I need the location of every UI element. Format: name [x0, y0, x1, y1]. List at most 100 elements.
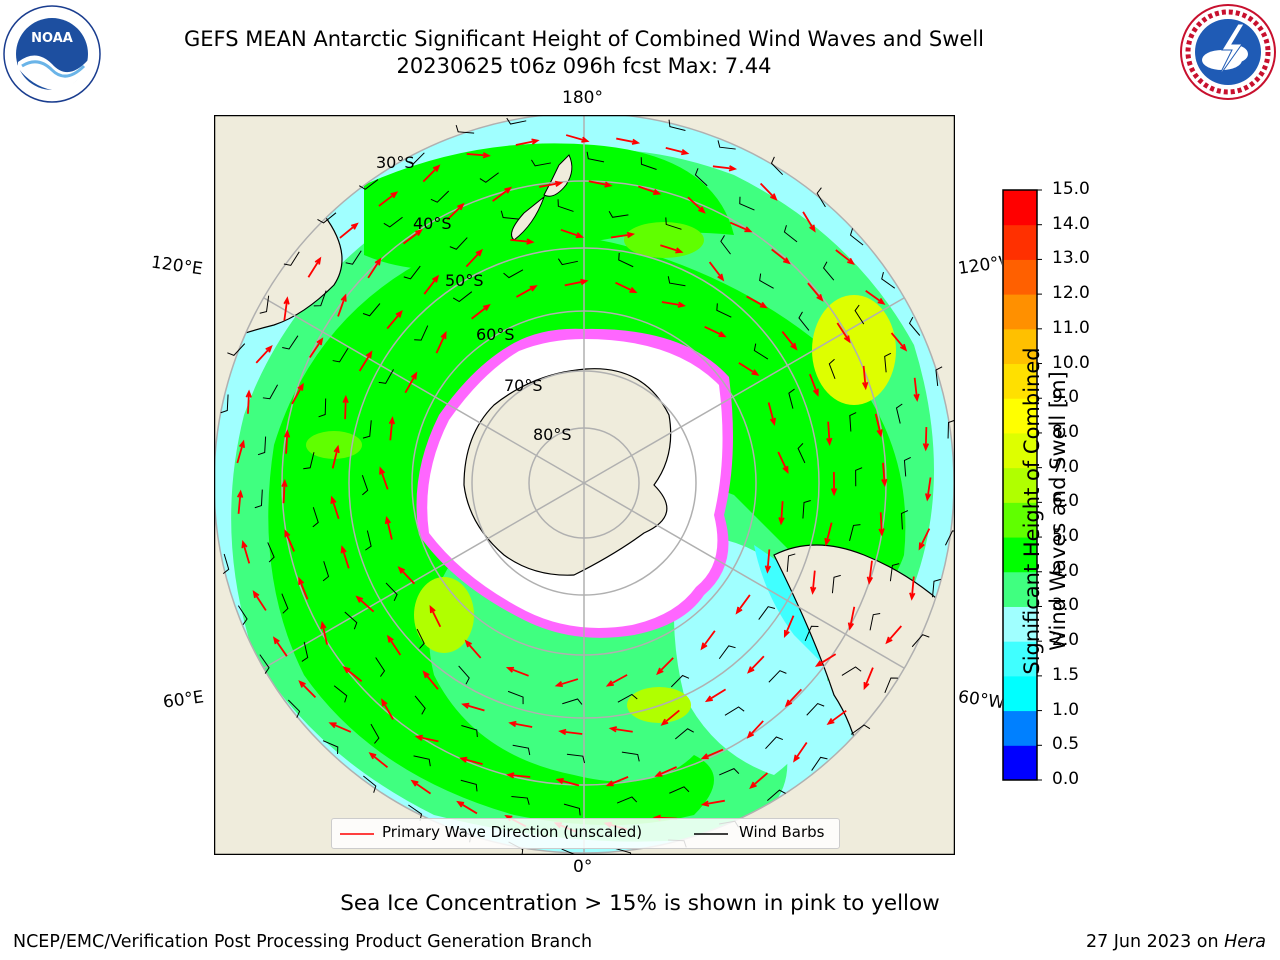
- wind-barb: [831, 574, 841, 594]
- wind-barb: [617, 693, 638, 703]
- wave-arrow: [236, 489, 244, 514]
- wind-barb: [667, 276, 686, 287]
- caption: Sea Ice Concentration > 15% is shown in …: [340, 891, 940, 916]
- lat-label-70s: 70°S: [504, 376, 543, 395]
- wind-barb: [283, 251, 300, 266]
- colorbar-tick-label: 2.0: [1052, 630, 1080, 651]
- wind-barb: [455, 124, 475, 134]
- wind-barb: [461, 725, 478, 738]
- noaa-logo: NOAA: [3, 5, 101, 103]
- wave-arrow: [784, 688, 803, 708]
- wind-barb: [257, 436, 267, 456]
- wave-arrow: [749, 772, 769, 789]
- wave-arrow: [767, 402, 776, 427]
- wave-arrow: [337, 293, 347, 317]
- wind-barb: [414, 325, 429, 341]
- wind-barb: [935, 366, 943, 387]
- wind-barb: [416, 628, 425, 649]
- wind-barb: [452, 291, 473, 303]
- lat-label-40s: 40°S: [413, 214, 452, 233]
- wave-arrow: [783, 615, 795, 639]
- footer-date-text: 27 Jun 2023 on: [1085, 932, 1225, 952]
- wave-arrow: [414, 734, 439, 743]
- wave-arrow: [615, 281, 638, 294]
- wave-arrow: [700, 748, 724, 760]
- wave-arrow: [506, 772, 531, 779]
- wave-arrow: [298, 680, 317, 699]
- wave-arrow: [878, 512, 885, 537]
- wave-arrow: [284, 529, 295, 552]
- wind-barb: [884, 677, 898, 693]
- wind-barb: [385, 582, 398, 602]
- wind-barb: [670, 674, 690, 688]
- wave-arrow: [464, 639, 482, 659]
- colorbar-swatch: [1003, 363, 1037, 399]
- wind-barb: [783, 225, 798, 243]
- wave-arrow: [588, 180, 613, 188]
- colorbar-tick-label: 15.0: [1052, 179, 1090, 199]
- swh-peak-1: [812, 295, 896, 405]
- wind-barb: [665, 217, 682, 230]
- wave-arrow: [355, 595, 375, 613]
- wind-barb: [908, 316, 921, 336]
- wind-barb: [759, 273, 774, 289]
- wave-arrow: [861, 365, 869, 391]
- wave-arrow: [924, 477, 932, 502]
- wave-arrow: [616, 137, 641, 145]
- wave-arrow: [708, 261, 725, 282]
- colorbar-swatch: [1003, 502, 1037, 538]
- colorbar-tick-label: 1.5: [1052, 664, 1080, 685]
- wave-arrow: [704, 325, 727, 338]
- footer-machine: Hera: [1224, 932, 1266, 952]
- wave-arrow: [342, 666, 363, 682]
- colorbar-tick-label: 8.0: [1052, 421, 1080, 442]
- wave-arrow: [793, 741, 808, 763]
- wind-barb: [313, 290, 327, 307]
- wind-barb: [841, 666, 862, 676]
- wind-barb: [220, 394, 229, 414]
- wind-barb: [375, 657, 386, 677]
- polar-map: [214, 115, 955, 855]
- wind-barb: [669, 786, 690, 794]
- wind-barb: [318, 398, 327, 418]
- new-zealand-land: [543, 154, 573, 197]
- wave-arrow: [826, 709, 847, 726]
- wind-barb: [332, 347, 349, 363]
- wave-arrow: [281, 478, 288, 504]
- wind-barb: [717, 140, 736, 150]
- antarctica-land: [463, 368, 672, 576]
- wind-barb: [317, 212, 337, 224]
- wind-barb: [512, 744, 531, 756]
- wind-barb: [881, 271, 896, 289]
- wind-barb: [811, 756, 828, 771]
- wave-arrow: [255, 344, 273, 364]
- wave-arrow: [515, 138, 540, 146]
- wave-arrow: [777, 451, 789, 475]
- footer-date: 27 Jun 2023 on Hera: [1086, 932, 1266, 952]
- wave-arrow: [340, 545, 350, 569]
- wind-barb: [503, 269, 524, 279]
- wave-arrow: [654, 766, 677, 777]
- wave-arrow: [381, 698, 394, 720]
- wave-arrow: [241, 540, 251, 564]
- wind-barb: [511, 795, 530, 805]
- wind-barb: [557, 199, 574, 212]
- colorbar-tick-label: 6.0: [1052, 491, 1080, 512]
- wave-arrow: [309, 337, 324, 359]
- wind-barb: [621, 751, 640, 762]
- wave-arrow: [446, 202, 465, 221]
- wind-barb: [850, 724, 871, 735]
- nws-logo: [1180, 4, 1276, 100]
- wave-arrow: [605, 674, 628, 687]
- wave-arrow: [847, 606, 856, 631]
- wave-arrow: [729, 221, 753, 233]
- colorbar-swatch: [1003, 606, 1037, 642]
- colorbar: [1002, 189, 1042, 781]
- wave-arrow: [386, 309, 403, 330]
- wind-barb: [797, 443, 806, 464]
- wind-barb: [363, 775, 377, 793]
- wave-arrow: [656, 657, 674, 676]
- wave-arrow: [605, 776, 629, 787]
- colorbar-tick-label: 14.0: [1052, 213, 1090, 234]
- colorbar-swatch: [1003, 537, 1037, 573]
